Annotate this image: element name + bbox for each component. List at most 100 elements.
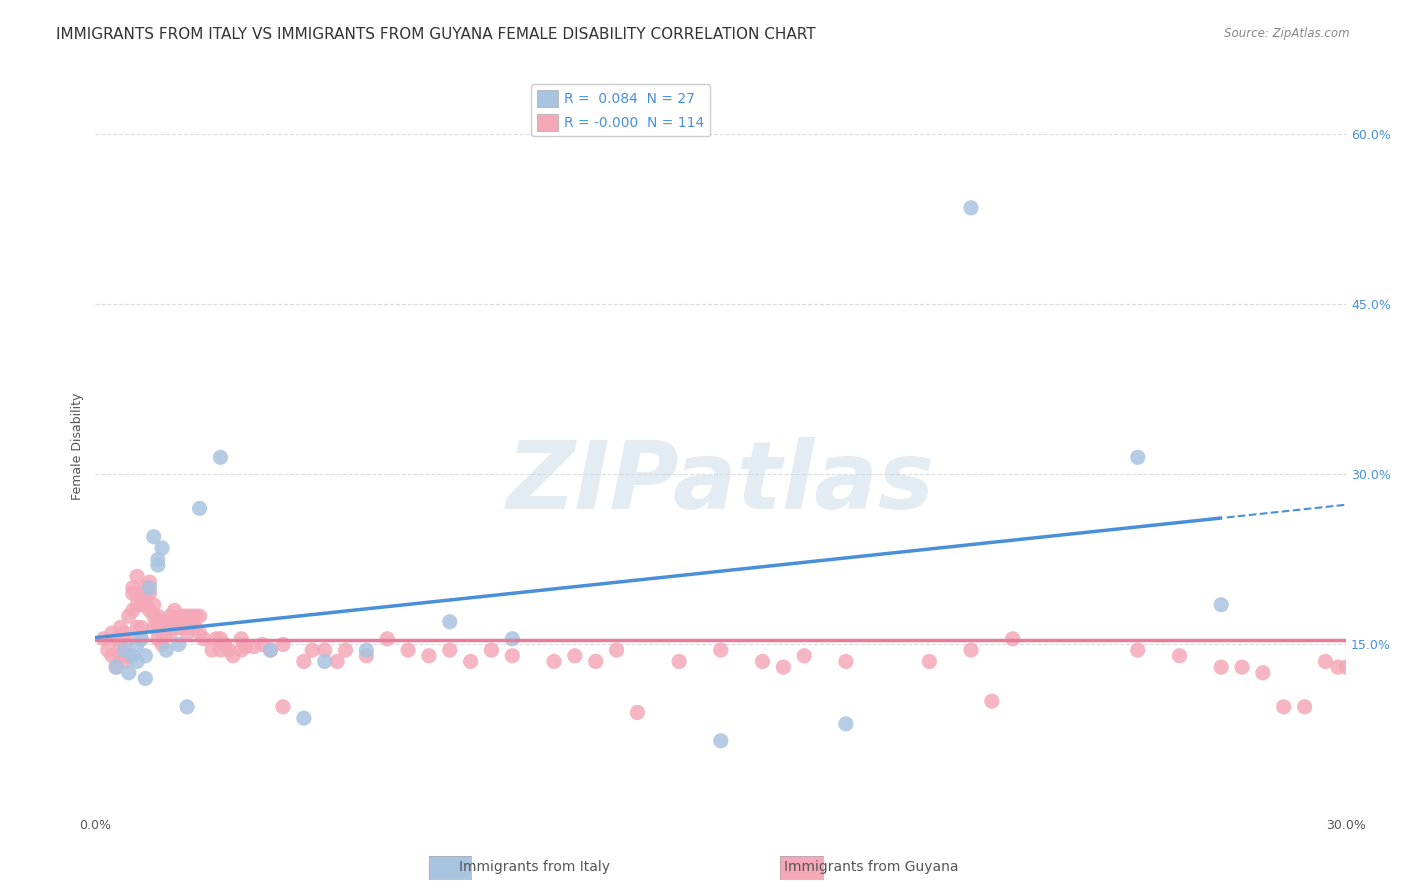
Point [172,620,194,634]
Point [205,632,228,646]
Point [209,643,232,657]
Point [250,637,273,651]
Point [335,643,357,657]
Point [259,643,281,657]
Point [835,716,858,731]
Point [606,643,628,657]
Point [585,655,607,669]
Point [209,450,232,465]
Point [214,637,236,651]
Point [710,734,733,748]
Text: ZIPatlas: ZIPatlas [506,437,935,529]
Point [231,643,253,657]
Point [114,643,136,657]
Point [155,626,177,640]
Point [1294,699,1316,714]
Point [134,581,156,595]
Point [146,620,169,634]
Point [118,632,141,646]
Point [301,643,323,657]
Point [1315,655,1337,669]
Point [163,620,186,634]
Point [176,609,198,624]
Point [960,643,983,657]
Point [122,581,145,595]
Point [184,609,207,624]
Point [188,626,211,640]
Point [960,201,983,215]
Point [122,603,145,617]
Point [110,620,132,634]
Point [235,640,257,654]
Point [1230,660,1253,674]
Point [793,648,815,663]
Point [188,609,211,624]
Point [129,632,152,646]
Point [314,655,336,669]
Point [1336,660,1358,674]
Point [105,660,128,674]
Legend: R =  0.084  N = 27, R = -0.000  N = 114: R = 0.084 N = 27, R = -0.000 N = 114 [531,85,710,136]
Point [751,655,773,669]
Point [101,648,124,663]
Point [163,603,186,617]
Point [167,637,190,651]
Point [918,655,941,669]
Text: Immigrants from Italy: Immigrants from Italy [458,860,610,874]
Point [138,581,160,595]
Point [118,609,141,624]
Point [176,699,198,714]
Point [142,530,165,544]
Point [418,648,440,663]
Point [222,648,245,663]
Point [93,632,115,646]
Point [134,598,156,612]
Point [564,648,586,663]
Point [271,637,294,651]
Point [118,665,141,680]
Point [125,598,148,612]
Point [1126,450,1149,465]
Point [201,643,224,657]
Point [1168,648,1191,663]
Point [375,632,398,646]
Point [439,643,461,657]
Point [146,558,169,572]
Point [193,632,215,646]
Point [1327,660,1350,674]
Point [146,552,169,566]
Point [543,655,565,669]
Point [114,655,136,669]
Point [439,615,461,629]
Text: IMMIGRANTS FROM ITALY VS IMMIGRANTS FROM GUYANA FEMALE DISABILITY CORRELATION CH: IMMIGRANTS FROM ITALY VS IMMIGRANTS FROM… [56,27,815,42]
Point [167,609,190,624]
Point [134,672,156,686]
Point [142,609,165,624]
Point [835,655,858,669]
Point [356,648,378,663]
Point [159,626,181,640]
Point [125,637,148,651]
Point [122,648,145,663]
Point [501,648,523,663]
Point [129,632,152,646]
Point [172,609,194,624]
Point [626,706,648,720]
Point [209,632,232,646]
Point [396,643,419,657]
Point [138,603,160,617]
Point [314,643,336,657]
Point [167,620,190,634]
Point [356,643,378,657]
Point [105,660,128,674]
Point [176,626,198,640]
Text: Source: ZipAtlas.com: Source: ZipAtlas.com [1225,27,1350,40]
Point [105,632,128,646]
Point [134,648,156,663]
Point [125,569,148,583]
Point [101,626,124,640]
Y-axis label: Female Disability: Female Disability [72,392,84,500]
Point [114,643,136,657]
Point [1211,660,1233,674]
Point [243,640,266,654]
